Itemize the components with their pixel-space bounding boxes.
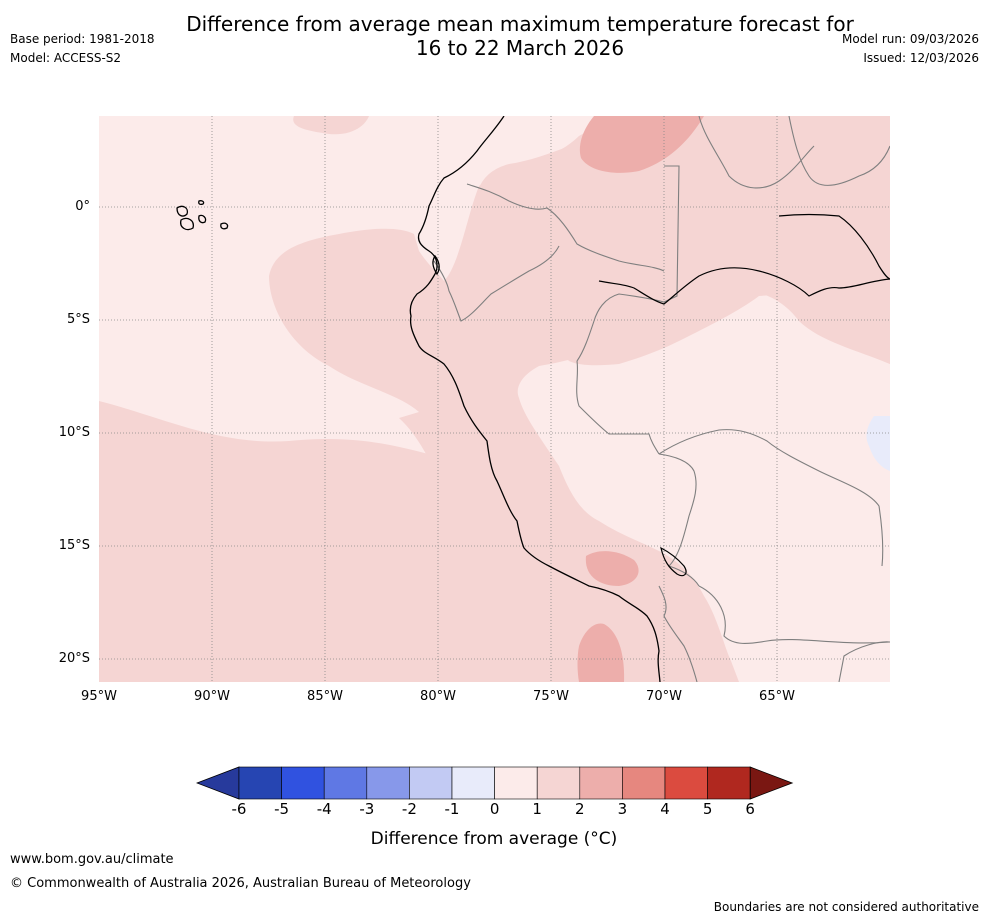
issued-date: Issued: 12/03/2026 bbox=[863, 51, 979, 65]
colorbar-arrow-low bbox=[196, 766, 240, 800]
country-borders bbox=[433, 115, 891, 683]
colorbar-swatch bbox=[579, 766, 623, 800]
map-title: Difference from average mean maximum tem… bbox=[0, 12, 988, 60]
river-amazon bbox=[598, 267, 891, 305]
colorbar-swatch bbox=[622, 766, 666, 800]
colorbar-swatch bbox=[451, 766, 495, 800]
lon-label-90w: 90°W bbox=[194, 689, 230, 704]
colorbar-tick-label: -2 bbox=[401, 800, 417, 818]
border-bolivia-brazil-east bbox=[658, 429, 884, 567]
title-line-2: 16 to 22 March 2026 bbox=[415, 36, 625, 60]
colorbar-tick-label: 6 bbox=[745, 800, 755, 818]
colorbar-swatches bbox=[196, 766, 794, 800]
model-name: Model: ACCESS-S2 bbox=[10, 51, 122, 65]
colorbar-swatch bbox=[494, 766, 538, 800]
lake-titicaca bbox=[660, 546, 687, 577]
coast-galapagos-5 bbox=[198, 200, 205, 206]
lat-label-0: 0° bbox=[75, 199, 90, 214]
map-canvas bbox=[99, 115, 891, 683]
colorbar-swatch bbox=[323, 766, 368, 800]
forecast-map bbox=[99, 115, 891, 683]
border-paraguay-brazil bbox=[838, 641, 891, 683]
lon-label-85w: 85°W bbox=[307, 689, 343, 704]
disclaimer: Boundaries are not considered authoritat… bbox=[713, 900, 979, 914]
coast-western-south-america bbox=[409, 115, 661, 683]
colorbar-swatch bbox=[536, 766, 581, 800]
border-bolivia-paraguay bbox=[698, 585, 891, 644]
colorbar-swatch bbox=[707, 766, 751, 800]
anomaly-region-2-3-north bbox=[293, 116, 369, 135]
lat-label-5s: 5°S bbox=[66, 312, 90, 327]
coast-galapagos-1 bbox=[176, 205, 189, 217]
lon-label-65w: 65°W bbox=[759, 689, 795, 704]
anomaly-region-3-4-north bbox=[579, 116, 704, 173]
coast-gulf-guayaquil bbox=[432, 254, 440, 276]
coast-galapagos-4 bbox=[220, 222, 229, 230]
model-run: Model run: 09/03/2026 bbox=[841, 32, 979, 46]
lat-label-20s: 20°S bbox=[58, 651, 90, 666]
colorbar-tick-label: 2 bbox=[575, 800, 585, 818]
colorbar-tick-label: -6 bbox=[231, 800, 247, 818]
lon-label-70w: 70°W bbox=[646, 689, 682, 704]
colorbar-arrow-high bbox=[749, 766, 794, 800]
colorbar-tick-label: -5 bbox=[274, 800, 290, 818]
border-colombia-ecuador bbox=[466, 183, 665, 272]
coast-galapagos-3 bbox=[198, 214, 207, 224]
lat-label-10s: 10°S bbox=[58, 425, 90, 440]
lat-label-15s: 15°S bbox=[58, 538, 90, 553]
colorbar-tick-label: -1 bbox=[444, 800, 460, 818]
colorbar-swatch bbox=[409, 766, 453, 800]
colorbar bbox=[196, 766, 794, 800]
coastlines bbox=[176, 115, 661, 683]
border-bolivia-brazil bbox=[658, 453, 700, 587]
colorbar-swatch bbox=[281, 766, 325, 800]
website-link[interactable]: www.bom.gov.au/climate bbox=[10, 852, 174, 867]
border-bolivia-chile bbox=[658, 585, 698, 683]
anomaly-region-0-1 bbox=[866, 416, 890, 471]
colorbar-tick-label: 4 bbox=[660, 800, 670, 818]
border-peru-brazil bbox=[576, 360, 660, 455]
colorbar-tick-label: 1 bbox=[532, 800, 542, 818]
colorbar-swatch bbox=[664, 766, 708, 800]
coast-galapagos-2 bbox=[180, 217, 194, 231]
lon-label-75w: 75°W bbox=[533, 689, 569, 704]
anomaly-region-3-4-south bbox=[577, 623, 625, 682]
copyright: © Commonwealth of Australia 2026, Austra… bbox=[10, 876, 471, 891]
rivers bbox=[598, 213, 891, 577]
colorbar-tick-label: 5 bbox=[702, 800, 713, 818]
anomaly-region-2-3-east bbox=[479, 116, 890, 366]
colorbar-tick-label: 3 bbox=[617, 800, 628, 818]
colorbar-swatch bbox=[238, 766, 282, 800]
lon-label-95w: 95°W bbox=[81, 689, 117, 704]
title-line-1: Difference from average mean maximum tem… bbox=[186, 12, 854, 36]
colorbar-tick-label: -4 bbox=[316, 800, 332, 818]
graticule bbox=[99, 116, 890, 682]
border-ecuador-peru bbox=[433, 245, 560, 322]
base-period: Base period: 1981-2018 bbox=[10, 32, 155, 46]
colorbar-swatch bbox=[366, 766, 410, 800]
border-venezuela-brazil bbox=[698, 115, 815, 189]
colorbar-tick-label: -3 bbox=[359, 800, 375, 818]
river-amazon-north bbox=[778, 213, 891, 280]
border-brazil-north bbox=[788, 115, 891, 186]
colorbar-title: Difference from average (°C) bbox=[370, 829, 618, 849]
anomaly-region-3-4-central bbox=[585, 551, 639, 586]
lon-label-80w: 80°W bbox=[420, 689, 456, 704]
colorbar-tick-label: 0 bbox=[489, 800, 500, 818]
